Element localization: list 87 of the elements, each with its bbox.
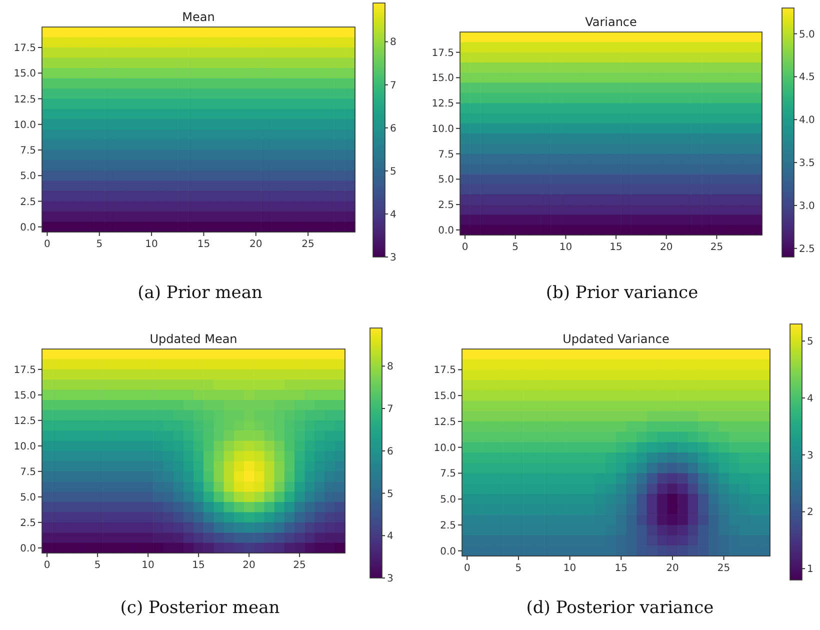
chart-title: Updated Variance — [562, 332, 670, 346]
y-tick-label: 17.5 — [434, 365, 456, 376]
x-tick-label: 20 — [666, 563, 679, 574]
y-tick-label: 5.0 — [438, 174, 454, 186]
color-bar-label: 8 — [390, 37, 396, 48]
x-tick-label: 0 — [44, 239, 50, 250]
y-tick-label: 10.0 — [434, 442, 456, 454]
text: (a) Prior mean — [138, 283, 262, 303]
y-tick-label: 0.0 — [438, 225, 454, 236]
x-tick-label: 25 — [710, 242, 724, 253]
y-tick-label: 7.5 — [438, 149, 454, 160]
x-tick-label: 15 — [197, 239, 210, 250]
y-tick-label: 10.0 — [14, 120, 36, 131]
color-bar-label: 4.0 — [799, 115, 815, 126]
y-tick-label: 5.0 — [20, 171, 36, 182]
color-bar-label: 3 — [390, 252, 396, 264]
color-bar-label: 4 — [807, 393, 814, 404]
x-tick-label: 25 — [302, 239, 314, 250]
y-tick-label: 0.0 — [440, 546, 456, 558]
color-bar-label: 1 — [807, 564, 814, 576]
y-tick-label: 12.5 — [432, 98, 454, 110]
chart-title: Mean — [182, 10, 215, 24]
text: (d) Posterior variance — [526, 598, 714, 618]
y-tick-label: 17.5 — [432, 48, 454, 59]
color-bar-label: 5 — [390, 166, 396, 178]
color-bar-label: 5 — [387, 488, 394, 500]
x-tick-label: 5 — [94, 560, 101, 571]
color-bar-label: 7 — [390, 80, 396, 92]
color-bar-label: 8 — [387, 362, 394, 373]
x-tick-label: 20 — [660, 242, 673, 253]
y-tick-label: 12.5 — [14, 94, 36, 106]
color-bar-label: 6 — [390, 123, 396, 134]
x-tick-label: 5 — [512, 242, 519, 253]
color-bar-label: 3.5 — [799, 158, 815, 170]
x-tick-label: 10 — [145, 239, 158, 250]
x-tick-label: 0 — [464, 563, 470, 574]
color-bar-label: 7 — [387, 404, 394, 416]
y-tick-label: 12.5 — [434, 416, 456, 428]
x-tick-label: 25 — [293, 560, 306, 571]
x-tick-label: 20 — [242, 560, 256, 571]
x-tick-label: 0 — [462, 242, 468, 253]
x-tick-label: 15 — [192, 560, 205, 571]
y-tick-label: 0.0 — [20, 543, 36, 554]
color-bar-label: 3 — [807, 450, 814, 462]
x-tick-label: 15 — [610, 242, 622, 253]
color-bar-label: 4.5 — [799, 72, 815, 84]
y-tick-label: 0.0 — [20, 222, 36, 234]
y-tick-label: 2.5 — [438, 200, 454, 212]
color-bar-label: 2.5 — [799, 244, 815, 255]
y-tick-label: 5.0 — [440, 494, 456, 506]
y-tick-label: 2.5 — [20, 196, 36, 208]
y-tick-label: 15.0 — [14, 390, 36, 402]
x-tick-label: 0 — [44, 560, 50, 571]
x-tick-label: 20 — [250, 239, 262, 250]
x-tick-label: 5 — [515, 563, 522, 574]
y-tick-label: 15.0 — [434, 391, 456, 402]
color-bar-label: 5 — [807, 336, 814, 348]
y-tick-label: 7.5 — [20, 466, 36, 478]
text: (b) Prior variance — [546, 283, 698, 303]
y-tick-label: 7.5 — [20, 146, 36, 156]
color-bar-label: 5.0 — [799, 29, 815, 40]
y-tick-label: 15.0 — [432, 73, 454, 84]
x-tick-label: 10 — [563, 563, 576, 574]
color-bar-label: 4 — [390, 209, 396, 220]
x-tick-label: 10 — [559, 242, 572, 253]
y-tick-label: 5.0 — [20, 492, 36, 504]
y-tick-label: 7.5 — [440, 468, 456, 480]
x-tick-label: 5 — [96, 239, 103, 250]
text: (c) Posterior mean — [120, 598, 280, 618]
chart-title: Variance — [585, 15, 637, 29]
y-tick-label: 2.5 — [20, 518, 36, 529]
y-tick-label: 15.0 — [14, 68, 36, 80]
color-bar-label: 3.0 — [799, 200, 815, 212]
color-bar-label: 2 — [807, 507, 814, 518]
y-tick-label: 17.5 — [14, 364, 36, 376]
chart-title: Updated Mean — [150, 332, 238, 346]
color-bar-label: 3 — [387, 574, 394, 584]
y-tick-label: 17.5 — [14, 43, 36, 54]
y-tick-label: 2.5 — [440, 520, 456, 532]
x-tick-label: 25 — [717, 563, 730, 574]
x-tick-label: 10 — [142, 560, 154, 571]
y-tick-label: 12.5 — [14, 416, 36, 427]
color-bar-label: 6 — [387, 446, 394, 458]
x-tick-label: 15 — [614, 563, 628, 574]
y-tick-label: 10.0 — [432, 124, 454, 135]
y-tick-label: 10.0 — [14, 441, 36, 452]
color-bar-label: 4 — [387, 531, 394, 542]
